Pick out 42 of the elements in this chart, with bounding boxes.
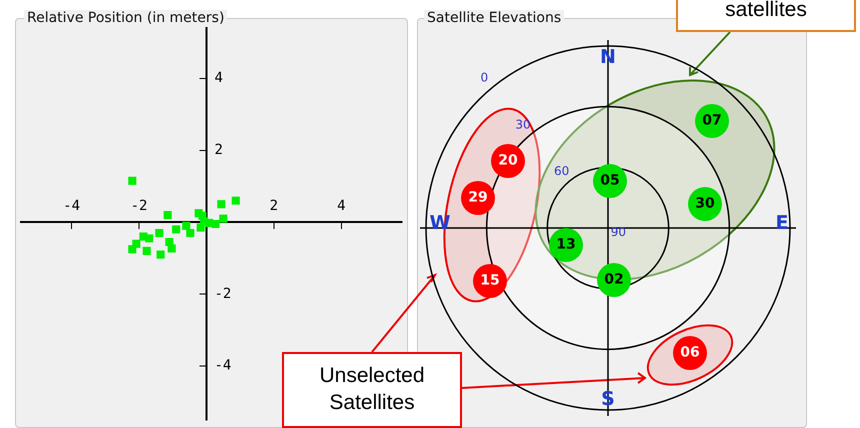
- point: [217, 200, 226, 208]
- text: 90: [610, 224, 626, 239]
- text: Satellite Elevations: [424, 10, 564, 26]
- category-label: 15: [480, 272, 500, 289]
- category-label: 02: [604, 272, 624, 288]
- point: [182, 222, 190, 230]
- x-tick-label: 4: [337, 198, 346, 214]
- point: [196, 224, 205, 232]
- point: [172, 225, 180, 234]
- x-tick-label: 2: [270, 198, 278, 214]
- y-tick-label: 2: [214, 142, 223, 158]
- category-label: 20: [498, 152, 518, 169]
- category-label: 07: [702, 112, 722, 129]
- text: 0: [480, 70, 488, 85]
- x-tick-label: -4: [63, 198, 80, 214]
- point: [128, 176, 136, 185]
- point: [156, 250, 165, 259]
- category-label: 13: [556, 236, 576, 253]
- point: [128, 245, 136, 254]
- x-tick-label: -2: [130, 198, 148, 214]
- point: [145, 234, 154, 242]
- callout-box: satellites: [676, 0, 856, 32]
- text: 30: [695, 196, 715, 212]
- category-label: 05: [600, 172, 620, 189]
- point: [142, 246, 151, 256]
- callout-box: Unselected Satellites: [282, 352, 462, 428]
- point: [205, 218, 214, 227]
- y-tick-label: -4: [214, 358, 232, 374]
- category-label: 30: [515, 117, 531, 132]
- category-label: 29: [468, 190, 488, 206]
- y-tick-label: 4: [214, 70, 223, 86]
- text: 60: [554, 164, 570, 178]
- point: [198, 212, 206, 220]
- category-label: 06: [680, 344, 700, 361]
- point: [219, 214, 228, 223]
- point: [168, 244, 176, 252]
- point: [155, 228, 164, 238]
- chart-title: Relative Position (in meters): [24, 10, 228, 26]
- point: [164, 210, 172, 220]
- point: [232, 196, 240, 205]
- y-tick-label: -2: [214, 286, 232, 302]
- point: [186, 228, 194, 238]
